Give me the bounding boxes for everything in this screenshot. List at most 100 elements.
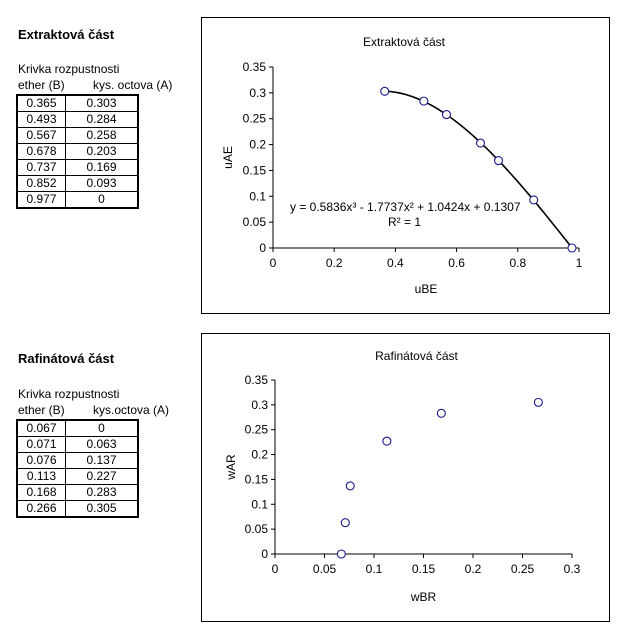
cell-acid: 0.093 <box>65 175 139 192</box>
table-row: 0.737 0.169 <box>16 159 139 176</box>
raffinate-col-a-header: kys.octova (A) <box>93 403 170 417</box>
x-tick-label: 0.4 <box>387 256 404 270</box>
table-row: 0.067 0 <box>16 419 139 437</box>
data-point <box>533 397 543 407</box>
y-tick-label: 0.35 <box>243 60 267 74</box>
cell-ether: 0.168 <box>16 484 66 501</box>
x-tick-label: 1 <box>576 256 583 270</box>
y-tick-label: 0.25 <box>243 112 267 126</box>
x-tick-label: 0.8 <box>509 256 526 270</box>
extract-section-title: Extraktová část <box>18 27 115 42</box>
table-row: 0.113 0.227 <box>16 468 139 485</box>
x-tick-label: 0.6 <box>448 256 465 270</box>
raffinate-section-title: Rafinátová část <box>18 351 115 366</box>
cell-acid: 0.305 <box>65 500 139 518</box>
cell-acid: 0.137 <box>65 452 139 469</box>
cell-acid: 0.258 <box>65 127 139 144</box>
cell-acid: 0.169 <box>65 159 139 176</box>
chart-title: Rafinátová část <box>375 349 458 363</box>
y-tick-label: 0.2 <box>249 138 266 152</box>
y-tick-label: 0.3 <box>251 398 268 412</box>
y-tick-label: 0.2 <box>251 448 268 462</box>
data-point <box>340 518 350 528</box>
x-tick-label: 0 <box>272 562 279 576</box>
table-row: 0.365 0.303 <box>16 94 139 112</box>
cell-ether: 0.678 <box>16 143 66 160</box>
x-tick-label: 0.2 <box>326 256 343 270</box>
data-point <box>336 549 346 559</box>
y-tick-label: 0.15 <box>245 472 269 486</box>
extract-chart-area: Extraktová část 0 0.05 0.1 0.15 0.2 0.25 0.3 0.3… <box>201 17 610 314</box>
data-point <box>493 156 504 166</box>
table-row: 0.493 0.284 <box>16 111 139 128</box>
y-tick-label: 0.05 <box>245 522 269 536</box>
data-point <box>436 408 446 418</box>
y-tick-label: 0.35 <box>245 373 269 387</box>
trendline-equation: y = 0.5836x³ - 1.7737x² + 1.0424x + 0.13… <box>290 200 521 214</box>
raffinate-table-caption: Krivka rozpustnosti <box>18 387 120 401</box>
data-point <box>380 86 390 96</box>
table-row: 0.567 0.258 <box>16 127 139 144</box>
data-point <box>382 436 392 446</box>
raffinate-chart: Rafinátová část 0 0.05 0.1 0.15 0.2 0.25 0.3 0.3… <box>224 349 581 604</box>
table-row: 0.071 0.063 <box>16 436 139 453</box>
y-tick-label: 0 <box>259 241 266 255</box>
extract-chart: Extraktová část 0 0.05 0.1 0.15 0.2 0.25 0.3 0.3… <box>221 35 583 296</box>
cell-acid: 0.203 <box>65 143 139 160</box>
cell-ether: 0.076 <box>16 452 66 469</box>
extract-col-b-header: ether (B) <box>18 78 65 92</box>
cell-ether: 0.493 <box>16 111 66 128</box>
x-tick-label: 0.2 <box>465 562 482 576</box>
x-tick-label: 0.3 <box>564 562 581 576</box>
x-axis-label: wBR <box>410 590 437 604</box>
data-point <box>419 96 429 106</box>
table-row: 0.977 0 <box>16 191 139 209</box>
y-tick-label: 0.05 <box>243 215 267 229</box>
cell-acid: 0.284 <box>65 111 139 128</box>
trendline-r2: R² = 1 <box>388 215 421 229</box>
extract-col-a-header: kys. octova (A) <box>93 78 173 92</box>
cell-ether: 0.266 <box>16 500 66 518</box>
x-tick-label: 0 <box>270 256 277 270</box>
y-tick-label: 0.1 <box>251 497 268 511</box>
extract-data-table: 0.365 0.303 0.493 0.284 0.567 0.258 0.678 0.203… <box>16 94 139 209</box>
cell-ether: 0.852 <box>16 175 66 192</box>
cell-ether: 0.067 <box>16 419 66 437</box>
y-tick-label: 0 <box>261 547 268 561</box>
y-tick-label: 0.1 <box>249 189 266 203</box>
cell-acid: 0.303 <box>65 94 139 112</box>
cell-ether: 0.977 <box>16 191 66 209</box>
y-axis-label: uAE <box>221 146 235 169</box>
x-tick-label: 0.25 <box>511 562 535 576</box>
data-point <box>345 481 355 491</box>
table-row: 0.678 0.203 <box>16 143 139 160</box>
cell-ether: 0.567 <box>16 127 66 144</box>
raffinate-data-table: 0.067 0 0.071 0.063 0.076 0.137 0.113 0.227 0.16… <box>16 419 139 518</box>
cell-ether: 0.365 <box>16 94 66 112</box>
cell-ether: 0.071 <box>16 436 66 453</box>
y-tick-label: 0.25 <box>245 423 269 437</box>
cell-acid: 0.283 <box>65 484 139 501</box>
chart-title: Extraktová část <box>363 35 446 49</box>
cell-acid: 0.227 <box>65 468 139 485</box>
x-axis-label: uBE <box>415 282 438 296</box>
x-tick-label: 0.1 <box>366 562 383 576</box>
table-row: 0.266 0.305 <box>16 500 139 518</box>
x-tick-label: 0.05 <box>313 562 337 576</box>
data-point <box>441 110 452 120</box>
x-tick-label: 0.15 <box>412 562 436 576</box>
table-row: 0.168 0.283 <box>16 484 139 501</box>
data-point <box>567 243 577 253</box>
y-tick-label: 0.3 <box>249 86 266 100</box>
data-point <box>529 195 539 205</box>
cell-acid: 0 <box>65 419 139 437</box>
cell-ether: 0.113 <box>16 468 66 485</box>
raffinate-chart-area: Rafinátová část 0 0.05 0.1 0.15 0.2 0.25 0.3 0.3… <box>201 333 610 622</box>
y-tick-label: 0.15 <box>243 163 267 177</box>
cell-acid: 0 <box>65 191 139 209</box>
table-row: 0.852 0.093 <box>16 175 139 192</box>
cell-acid: 0.063 <box>65 436 139 453</box>
raffinate-col-b-header: ether (B) <box>18 403 65 417</box>
table-row: 0.076 0.137 <box>16 452 139 469</box>
data-point <box>475 138 486 148</box>
